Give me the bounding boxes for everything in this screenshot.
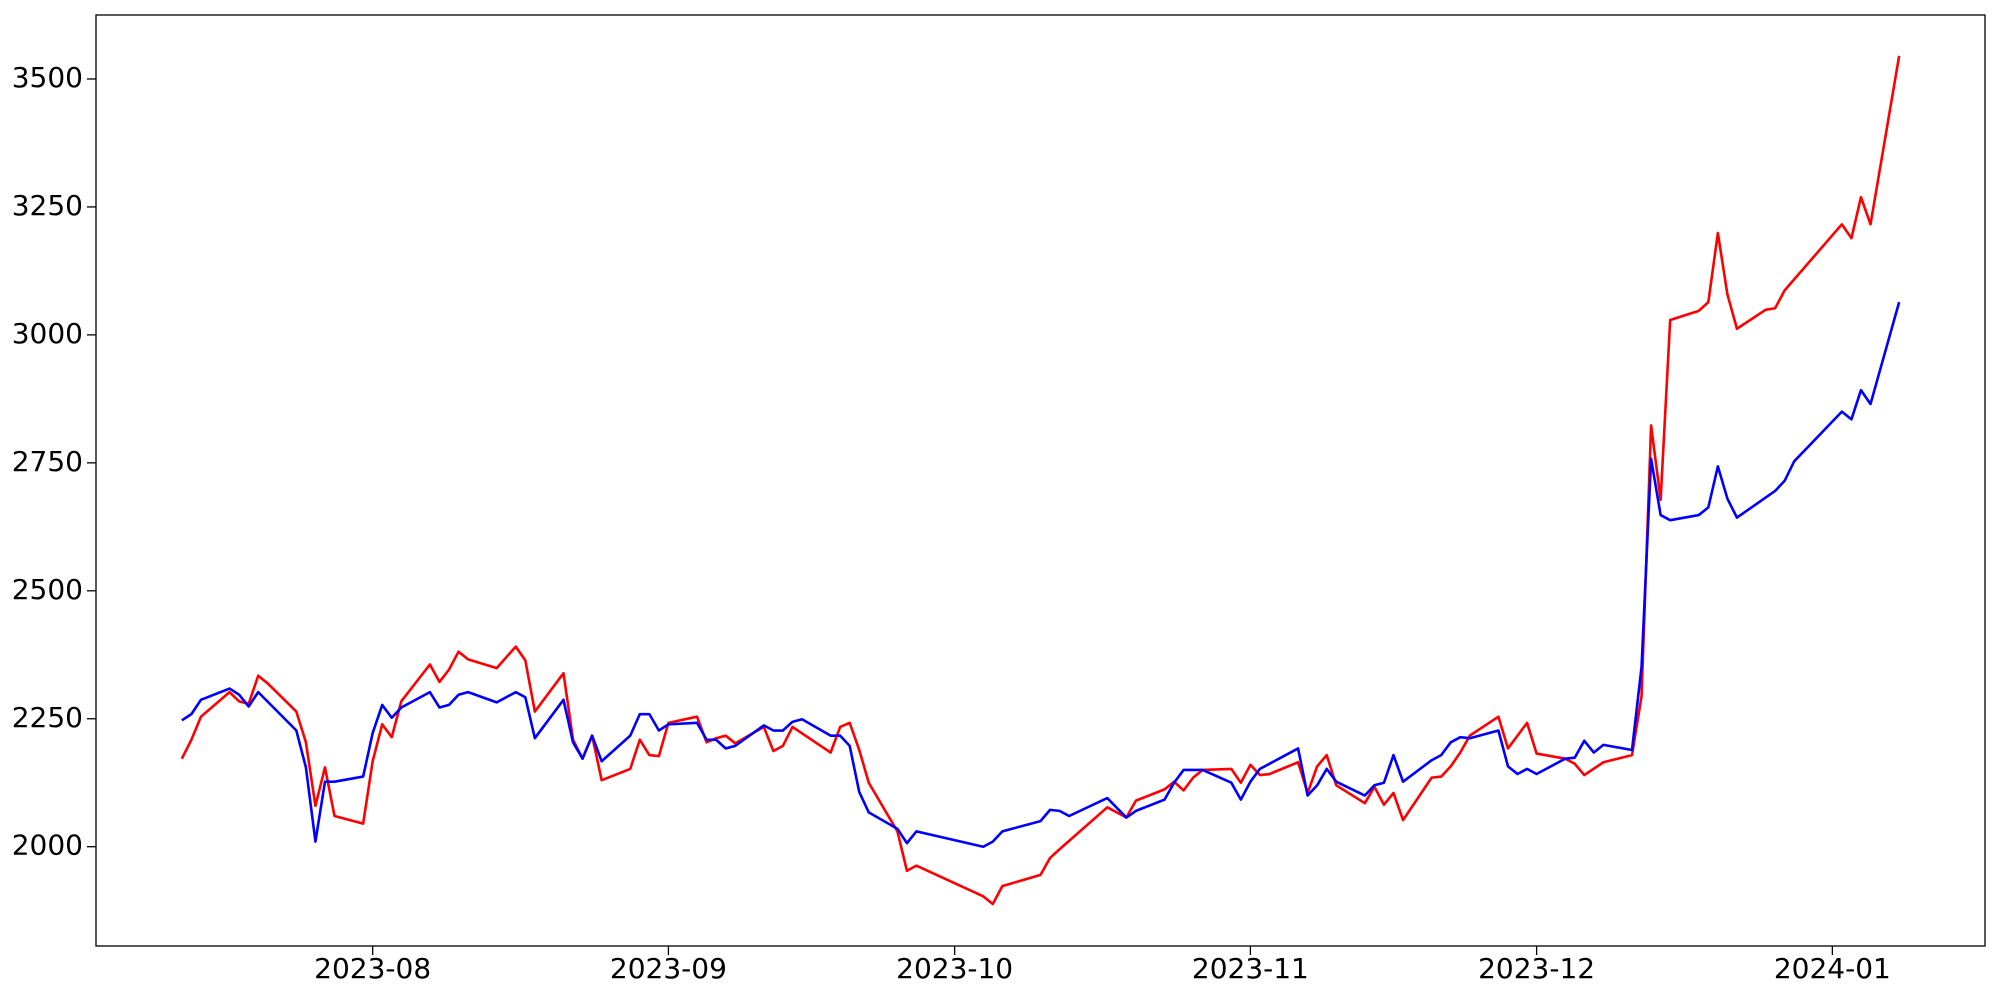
plot-frame: [95, 14, 1986, 947]
x-tick-label: 2024-01: [1774, 952, 1891, 985]
y-tick-label: 2000: [12, 829, 83, 862]
x-tick-label: 2023-11: [1192, 952, 1309, 985]
x-tick-label: 2023-12: [1478, 952, 1595, 985]
x-tick-label: 2023-10: [896, 952, 1013, 985]
y-tick-label: 2750: [12, 445, 83, 478]
y-tick-label: 2250: [12, 701, 83, 734]
series-line: [180, 55, 1901, 906]
y-tick-label: 2500: [12, 573, 83, 606]
x-tick-label: 2023-09: [610, 952, 727, 985]
series-line: [181, 301, 1901, 849]
y-tick-label: 3000: [12, 317, 83, 350]
x-tick-label: 2023-08: [314, 952, 431, 985]
y-tick-label: 3500: [12, 61, 83, 94]
y-tick-label: 3250: [12, 189, 83, 222]
